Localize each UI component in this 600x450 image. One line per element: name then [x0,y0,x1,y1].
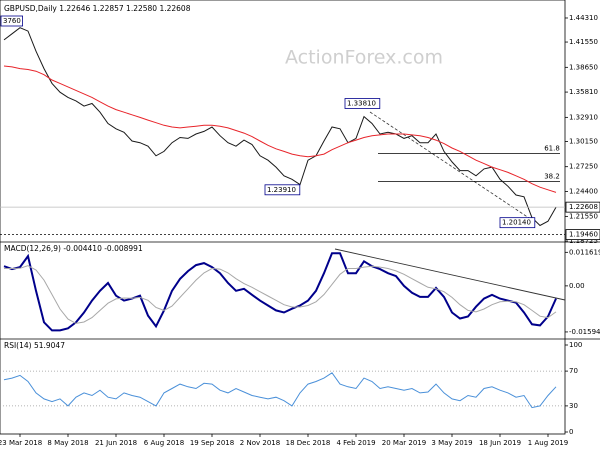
y-tick-label: 1.24400 [569,188,598,196]
fib-label: 38.2 [544,173,560,181]
x-tick-label: 1 Aug 2019 [528,439,568,447]
price-box [565,229,600,240]
series-line [3,27,557,227]
y-tick-label: -0.015949 [569,328,600,336]
watermark: ActionForex.com [285,47,443,69]
macd-trend-line [334,248,566,301]
x-tick-label: 19 Sep 2018 [190,439,234,447]
y-tick-label: 0.00 [569,282,585,290]
y-tick-label: 1.27250 [569,163,598,171]
y-tick-label: 1.21550 [569,212,598,220]
price-box [565,201,600,213]
y-tick-label: 0 [569,428,573,436]
series-line [3,372,557,409]
price-header: GBPUSD,Daily 1.22646 1.22857 1.22580 1.2… [4,4,191,13]
annotation-box [499,217,536,229]
fib-label: 61.8 [544,145,560,153]
series-line [3,65,557,193]
annotation-box [344,98,381,109]
trend-line [369,111,536,223]
series-line [4,265,557,324]
annotation-box [264,184,301,196]
y-tick-label: 1.30150 [569,137,598,145]
rsi-header: RSI(14) 51.9047 [4,341,65,350]
x-tick-label: 18 Jun 2019 [479,439,521,447]
series-line [3,252,557,332]
y-tick-label: 1.41550 [569,38,598,46]
price-box-label: 1.22608 [569,203,598,211]
plot-frame [0,0,566,435]
price-box-label: 1.19460 [569,231,598,239]
x-tick-label: 4 Feb 2019 [336,439,375,447]
x-tick-label: 3 May 2019 [431,439,472,447]
annotation-label: 1.23910 [267,186,296,194]
x-tick-label: 8 May 2018 [47,439,88,447]
x-tick-label: 23 Mar 2018 [0,439,42,447]
x-tick-label: 2 Nov 2018 [240,439,280,447]
x-tick-label: 6 Aug 2018 [144,439,184,447]
y-tick-label: 1.35810 [569,88,598,96]
y-tick-label: 1.44310 [569,14,598,22]
y-tick-label: 1.38650 [569,63,598,71]
annotation-label: 1.33810 [347,100,376,108]
y-tick-label: 0.011619 [569,248,600,256]
x-tick-label: 20 Mar 2019 [382,439,426,447]
y-tick-label: 70 [569,367,578,375]
annotation-label: 3760 [3,17,21,25]
y-tick-label: 100 [569,341,582,349]
x-tick-label: 18 Dec 2018 [286,439,331,447]
y-tick-label: 1.18725 [569,237,598,245]
annotation-box [0,15,24,27]
annotation-label: 1.20140 [502,219,531,227]
macd-header: MACD(12,26,9) -0.004410 -0.008991 [4,244,143,253]
y-tick-label: 30 [569,402,578,410]
y-tick-label: 1.32910 [569,113,598,121]
x-tick-label: 21 Jun 2018 [95,439,137,447]
